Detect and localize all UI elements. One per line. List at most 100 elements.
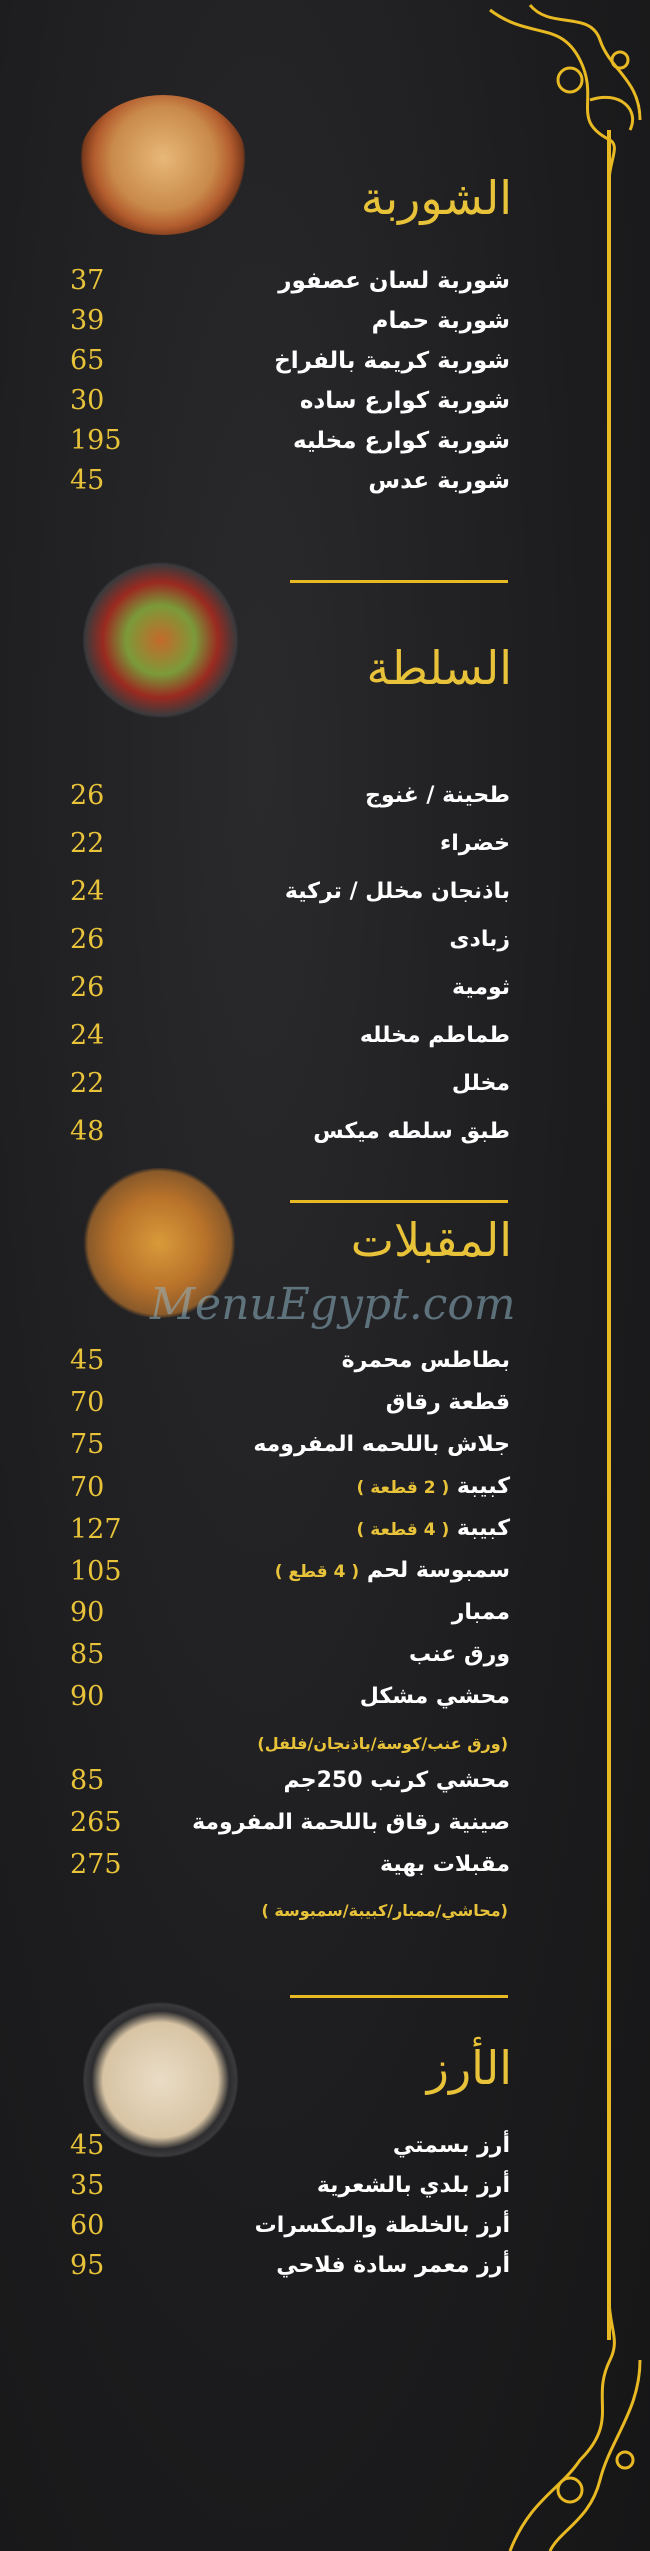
item-name: ممبار xyxy=(451,1600,510,1625)
item-name: مقبلات بهية xyxy=(379,1852,510,1877)
item-name: باذنجان مخلل / تركية xyxy=(284,879,510,904)
menu-item: 275 مقبلات بهية xyxy=(70,1849,510,1881)
divider xyxy=(290,1200,508,1203)
item-name-wrap: زبادى xyxy=(449,924,510,956)
menu-item: 45 أرز بسمتي xyxy=(70,2130,510,2162)
item-name: شوربة كوارع مخليه xyxy=(292,428,510,454)
item-name: شوربة حمام xyxy=(371,308,510,334)
item-price: 22 xyxy=(70,1068,105,1099)
section-title-soup: الشوربة xyxy=(360,171,512,225)
item-price: 85 xyxy=(70,1639,105,1670)
item-price: 22 xyxy=(70,828,105,859)
menu-item: 95 أرز معمر سادة فلاحي xyxy=(70,2250,510,2282)
item-name: طماطم مخلله xyxy=(359,1023,510,1048)
item-name: خضراء xyxy=(439,831,510,856)
item-portion: ( 4 قطعة ) xyxy=(356,1520,450,1540)
item-name-wrap: أرز بلدي بالشعرية xyxy=(317,2170,510,2202)
item-price: 127 xyxy=(70,1513,122,1545)
menu-item: 45 بطاطس محمرة xyxy=(70,1345,510,1377)
item-name-wrap: جلاش باللحمه المفرومه xyxy=(253,1429,510,1461)
item-name-wrap: شوربة عدس xyxy=(368,465,510,497)
item-price: 26 xyxy=(70,780,105,811)
item-name-wrap: شوربة كريمة بالفراخ xyxy=(274,345,510,377)
item-name-wrap: شوربة حمام xyxy=(372,305,510,337)
menu-item: 22 خضراء xyxy=(70,828,510,860)
item-price: 195 xyxy=(70,425,122,456)
menu-item: 26 زبادى xyxy=(70,924,510,956)
menu-item: 90 محشي مشكل xyxy=(70,1681,510,1713)
menu-item: 26 طحينة / غنوج xyxy=(70,780,510,812)
menu-item: 37 شوربة لسان عصفور xyxy=(70,265,510,297)
item-name-wrap: مقبلات بهية xyxy=(380,1849,510,1881)
menu-item: 195 شوربة كوارع مخليه xyxy=(70,425,510,457)
item-name: شوربة كريمة بالفراخ xyxy=(274,348,510,374)
item-price: 45 xyxy=(70,2130,105,2161)
menu-item: 39 شوربة حمام xyxy=(70,305,510,337)
item-name: شوربة لسان عصفور xyxy=(278,268,510,294)
item-price: 275 xyxy=(70,1849,122,1880)
menu-item: 70 كبيبة ( 2 قطعة ) xyxy=(70,1471,510,1504)
menu-item: 26 ثومية xyxy=(70,972,510,1004)
item-name: كبيبة xyxy=(456,1474,510,1499)
item-price: 105 xyxy=(70,1555,122,1587)
item-name: ورق عنب xyxy=(409,1642,510,1667)
item-name: ثومية xyxy=(452,975,510,1000)
item-name: شوربة عدس xyxy=(368,468,510,494)
item-name: زبادى xyxy=(449,927,510,952)
menu-item: 35 أرز بلدي بالشعرية xyxy=(70,2170,510,2202)
item-name-wrap: بطاطس محمرة xyxy=(342,1345,510,1377)
item-name-wrap: كبيبة ( 2 قطعة ) xyxy=(357,1471,511,1504)
item-name-wrap: ورق عنب xyxy=(409,1639,510,1671)
item-price: 30 xyxy=(70,385,105,416)
item-name: أرز معمر سادة فلاحي xyxy=(276,2253,510,2278)
menu-item: 127 كبيبة ( 4 قطعة ) xyxy=(70,1513,510,1546)
item-price: 45 xyxy=(70,1345,105,1376)
item-name-wrap: محشي كرنب 250جم xyxy=(283,1765,510,1797)
item-name-wrap: سمبوسة لحم ( 4 قطع ) xyxy=(275,1555,510,1588)
menu-item: 70 قطعة رقاق xyxy=(70,1387,510,1419)
item-price: 24 xyxy=(70,876,105,907)
divider xyxy=(290,580,508,583)
item-name-wrap: باذنجان مخلل / تركية xyxy=(285,876,510,908)
item-name-wrap: محشي مشكل xyxy=(360,1681,510,1713)
top-ornament-icon xyxy=(489,4,642,180)
item-price: 85 xyxy=(70,1765,105,1796)
gold-frame-line xyxy=(607,130,611,2340)
note-mixed-stuffed: (ورق عنب/كوسة/باذنجان/فلفل) xyxy=(257,1734,508,1753)
item-name-wrap: قطعة رقاق xyxy=(386,1387,510,1419)
item-name-wrap: شوربة لسان عصفور xyxy=(278,265,510,297)
item-name: محشي كرنب 250جم xyxy=(283,1768,510,1793)
item-name-wrap: طبق سلطه ميكس xyxy=(313,1116,510,1148)
menu-item: 85 محشي كرنب 250جم xyxy=(70,1765,510,1797)
item-name: قطعة رقاق xyxy=(385,1390,510,1415)
item-portion: ( 2 قطعة ) xyxy=(356,1478,450,1498)
item-price: 70 xyxy=(70,1471,105,1503)
item-name: بطاطس محمرة xyxy=(341,1348,510,1373)
item-name: طبق سلطه ميكس xyxy=(313,1119,510,1144)
item-name-wrap: كبيبة ( 4 قطعة ) xyxy=(357,1513,511,1546)
item-name-wrap: طماطم مخلله xyxy=(360,1020,510,1052)
item-name-wrap: شوربة كوارع ساده xyxy=(300,385,510,417)
item-name-wrap: مخلل xyxy=(452,1068,510,1100)
item-price: 65 xyxy=(70,345,105,376)
item-name-wrap: أرز بسمتي xyxy=(393,2130,510,2162)
item-name-wrap: ممبار xyxy=(452,1597,510,1629)
note-bahia-appetizers: (محاشي/ممبار/كبيبة/سمبوسة ) xyxy=(261,1901,508,1920)
item-price: 37 xyxy=(70,265,105,296)
item-name-wrap: أرز بالخلطة والمكسرات xyxy=(255,2210,510,2242)
menu-item: 45 شوربة عدس xyxy=(70,465,510,497)
item-price: 70 xyxy=(70,1387,105,1418)
menu-item: 85 ورق عنب xyxy=(70,1639,510,1671)
bottom-ornament-icon xyxy=(508,2300,642,2551)
item-portion: ( 4 قطع ) xyxy=(274,1562,360,1582)
menu-item: 105 سمبوسة لحم ( 4 قطع ) xyxy=(70,1555,510,1588)
item-price: 95 xyxy=(70,2250,105,2281)
menu-item: 60 أرز بالخلطة والمكسرات xyxy=(70,2210,510,2242)
item-name: أرز بسمتي xyxy=(392,2133,510,2158)
item-name: سمبوسة لحم xyxy=(366,1558,510,1583)
section-title-salad: السلطة xyxy=(366,641,512,695)
item-price: 24 xyxy=(70,1020,105,1051)
item-name-wrap: أرز معمر سادة فلاحي xyxy=(276,2250,510,2282)
rice-bowl-image xyxy=(78,2000,243,2160)
menu-item: 22 مخلل xyxy=(70,1068,510,1100)
